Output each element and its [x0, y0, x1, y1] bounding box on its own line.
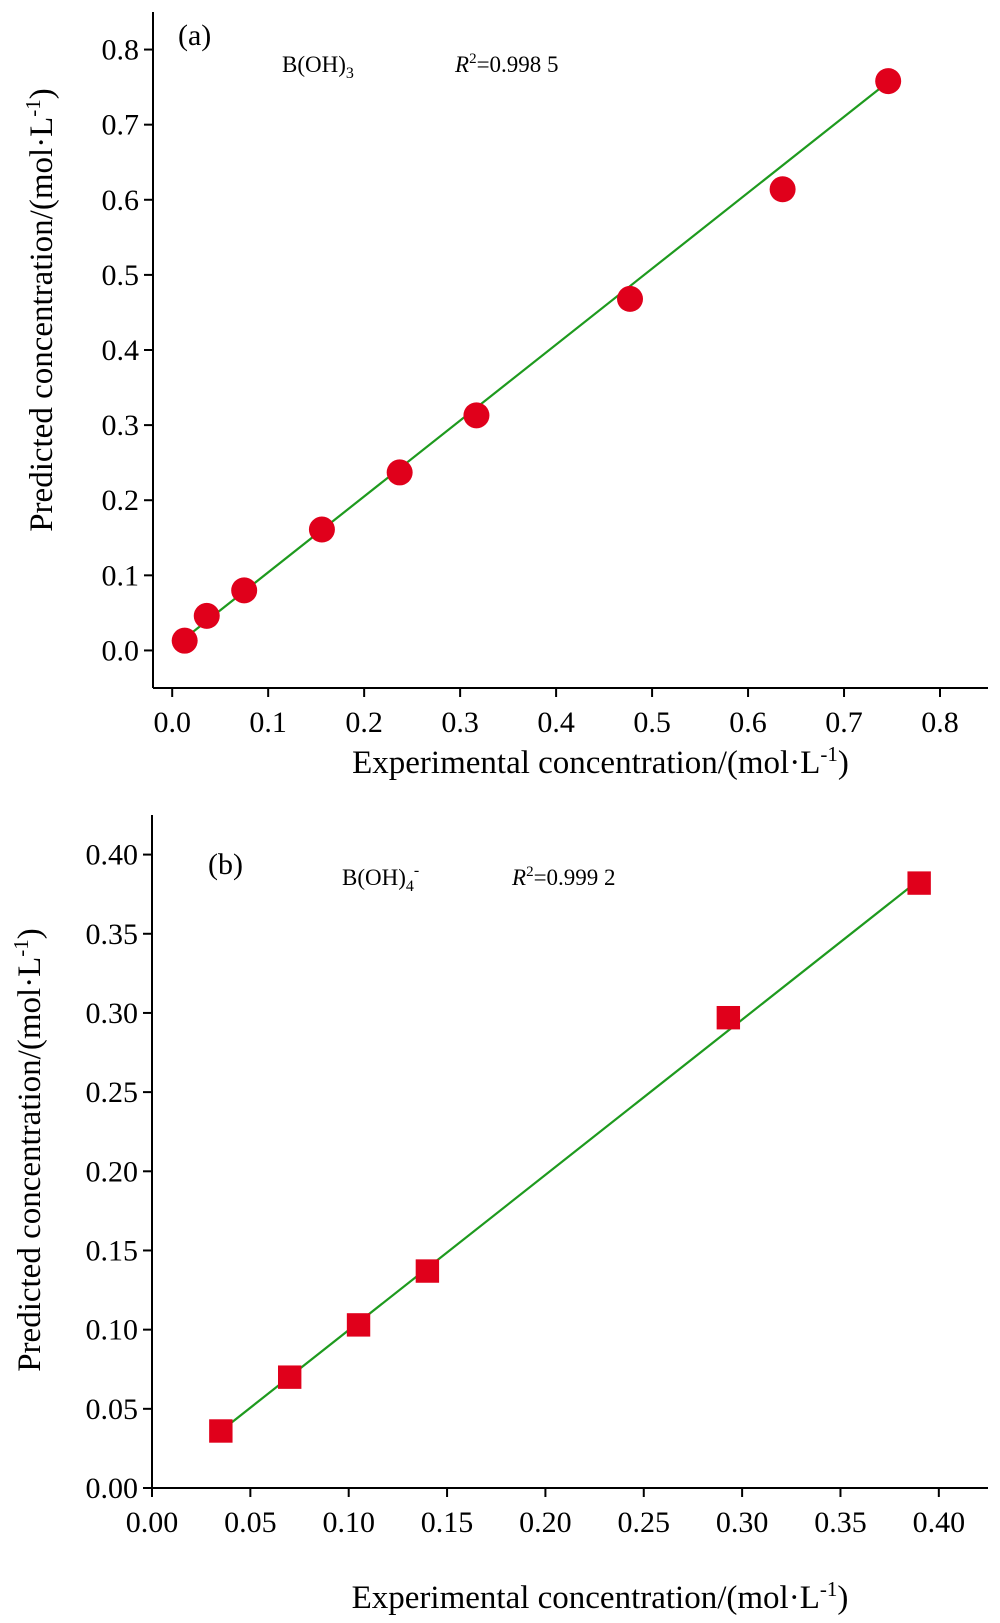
species-label: B(OH)4-	[342, 862, 419, 895]
y-tick-label: 0.4	[102, 334, 140, 367]
x-tick-label: 0.7	[825, 706, 863, 739]
x-tick-label: 0.15	[421, 1506, 474, 1539]
data-point	[415, 1259, 440, 1283]
x-tick-label: 0.40	[913, 1506, 966, 1539]
data-point	[617, 285, 644, 312]
data-point	[875, 68, 902, 95]
x-tick-label: 0.00	[126, 1506, 179, 1539]
data-point	[277, 1365, 302, 1389]
y-tick-label: 0.20	[86, 1155, 139, 1188]
data-point	[171, 627, 198, 654]
data-point	[463, 402, 490, 429]
y-tick-label: 0.8	[102, 34, 140, 67]
data-point	[346, 1313, 371, 1337]
data-point	[386, 459, 413, 486]
y-tick-label: 0.7	[102, 109, 140, 142]
x-tick-label: 0.4	[537, 706, 575, 739]
x-tick-label: 0.30	[716, 1506, 769, 1539]
panel-label: (b)	[208, 848, 243, 881]
x-tick-label: 0.1	[249, 706, 287, 739]
y-tick-label: 0.1	[102, 559, 140, 592]
r-squared-label: R2=0.999 2	[511, 864, 616, 890]
y-tick-label: 0.00	[86, 1472, 139, 1505]
panel-a: 0.0 0.1 0.2 0.3 0.4 0.5 0.6 0.7 0.8 0.0 0.1 0.2 0.3 0…	[21, 12, 988, 781]
data-point	[907, 871, 931, 895]
y-tick-label: 0.3	[102, 409, 140, 442]
x-tick-label: 0.0	[153, 706, 191, 739]
y-tick-label: 0.30	[86, 997, 139, 1030]
fit-line	[220, 879, 920, 1432]
x-tick-label: 0.10	[322, 1506, 375, 1539]
x-tick-label: 0.2	[345, 706, 383, 739]
x-tick-label: 0.8	[921, 706, 959, 739]
y-tick-label: 0.2	[102, 484, 140, 517]
x-tick-label: 0.6	[729, 706, 767, 739]
y-tick-label: 0.25	[86, 1076, 139, 1109]
x-tick-label: 0.35	[814, 1506, 867, 1539]
y-tick-label: 0.40	[86, 839, 139, 872]
x-tick-label: 0.20	[519, 1506, 572, 1539]
x-tick-label: 0.5	[633, 706, 671, 739]
panel-label: (a)	[178, 19, 211, 52]
data-point	[193, 602, 220, 629]
y-tick-label: 0.05	[86, 1393, 139, 1426]
data-point	[209, 1419, 233, 1443]
x-axis-title: Experimental concentration/(mol·L-1)	[352, 1577, 849, 1616]
y-tick-label: 0.0	[102, 634, 140, 667]
r-squared-label: R2=0.998 5	[454, 51, 559, 77]
x-tick-label: 0.3	[441, 706, 479, 739]
fit-line	[183, 80, 889, 640]
y-tick-label: 0.10	[86, 1314, 139, 1347]
x-tick-label: 0.25	[618, 1506, 671, 1539]
panel-b: 0.00 0.05 0.10 0.15 0.20 0.25 0.30 0.35 0.40 0.00…	[9, 815, 988, 1616]
data-point	[769, 176, 796, 203]
species-label: B(OH)3	[282, 52, 354, 82]
x-tick-label: 0.05	[224, 1506, 277, 1539]
y-tick-label: 0.6	[102, 184, 140, 217]
y-tick-label: 0.5	[102, 259, 140, 292]
data-point	[231, 577, 258, 604]
y-axis-title: Predicted concentration/(mol·L-1)	[9, 928, 48, 1372]
y-tick-label: 0.35	[86, 918, 139, 951]
y-axis-title: Predicted concentration/(mol·L-1)	[21, 88, 60, 532]
y-tick-label: 0.15	[86, 1234, 139, 1267]
x-axis-title: Experimental concentration/(mol·L-1)	[352, 742, 849, 781]
data-point	[308, 516, 335, 543]
data-point	[716, 1005, 741, 1030]
